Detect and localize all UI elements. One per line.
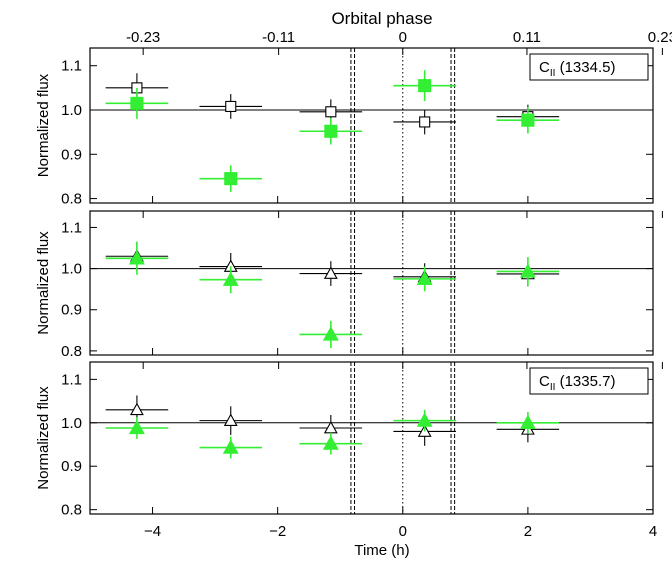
data-point [416,412,433,427]
y-tick-label: 0.8 [61,343,82,360]
panel-label-box [529,367,649,395]
panel-frame [89,210,654,356]
top-tick-label: -0.11 [262,29,295,46]
y-tick-label: 1.0 [61,415,82,432]
data-point [322,326,339,341]
y-tick-label: 0.9 [61,146,82,163]
data-point [222,439,239,454]
series-green-filled-square [105,70,560,192]
series-black-open-triangle [105,241,560,291]
y-axis-title: Normalized flux [35,73,52,177]
data-point [324,124,338,138]
y-tick-label: 0.8 [61,502,82,519]
y-tick-label: 0.9 [61,458,82,475]
data-point [225,100,237,113]
panel-label: CII (1335.7) [529,367,649,395]
data-point [128,419,145,435]
panel-label: CII (1334.5) [529,53,649,81]
panel-3: 0.8 0.9 1.0 1.1 Normalized flux CII (1335.7) [35,361,663,519]
y-tick-label: 1.1 [61,219,82,236]
y-axis-title: Normalized flux [35,386,52,490]
panel-label-text: CII (1334.5) [539,59,615,79]
panel-1: 0.8 0.9 1.0 1.1 Normalized flux CII (1334.5) [35,47,663,208]
top-tick-label: 0 [399,29,407,46]
x-tick-label: −4 [144,523,161,540]
data-point [322,435,339,450]
data-point [325,106,337,118]
data-point [418,79,432,93]
panel-frame [89,361,654,515]
y-axis-title: Normalized flux [35,231,52,335]
data-point [128,250,145,265]
panel-2: 0.8 0.9 1.0 1.1 Normalized flux [35,210,663,360]
data-point [521,113,535,127]
y-tick-label: 1.0 [61,261,82,278]
y-tick-label: 1.1 [61,371,82,388]
panel-frame [89,47,654,204]
top-tick-label: 0.11 [513,29,541,46]
panel-label-text: CII (1335.7) [539,373,615,393]
data-point [519,263,536,278]
x-tick-label: 2 [524,523,532,540]
x-tick-label: 4 [649,523,657,540]
series-black-open-triangle [105,395,560,446]
data-point [224,172,238,186]
series-green-filled-triangle [105,409,560,459]
data-point [519,414,536,429]
data-point [419,116,431,128]
data-point [222,271,239,286]
y-tick-label: 0.9 [61,302,82,319]
data-point [323,420,338,434]
panel-label-box [529,53,649,81]
x-tick-label: 0 [399,523,407,540]
x-tick-label: −2 [269,523,286,540]
data-point [130,96,144,110]
data-point [416,270,433,286]
y-tick-label: 1.0 [61,102,82,119]
series-green-filled-triangle [105,241,560,349]
y-tick-label: 1.1 [61,58,82,75]
top-tick-label: 0.23 [648,29,672,46]
data-point [223,413,238,426]
top-tick-label: -0.23 [126,29,160,46]
top-axis-title: Orbital phase [331,9,432,28]
y-tick-label: 0.8 [61,191,82,208]
data-point [129,402,144,416]
data-point [323,266,338,279]
x-axis-title: Time (h) [354,542,409,559]
